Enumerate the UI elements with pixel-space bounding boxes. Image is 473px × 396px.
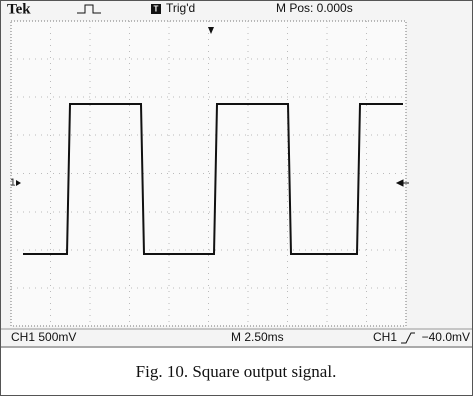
trigger-level: −40.0mV: [422, 330, 470, 344]
figure: Tek T Trig'd M Pos: 0.000s 1 CH1 500mV M…: [0, 0, 473, 396]
position: M Pos: 0.000s: [276, 1, 353, 15]
trigger-source: CH1: [373, 330, 397, 344]
channel-marker: 1: [10, 178, 16, 189]
timebase: M 2.50ms: [231, 330, 284, 344]
scope-figure: Tek T Trig'd M Pos: 0.000s 1 CH1 500mV M…: [1, 1, 472, 395]
brand: Tek: [7, 1, 31, 17]
channel-scale: CH1 500mV: [11, 330, 76, 344]
trigger-status: Trig'd: [166, 1, 195, 15]
trigger-icon: T: [154, 5, 159, 14]
caption: Fig. 10. Square output signal.: [136, 362, 337, 381]
graticule-frame: [11, 21, 406, 326]
